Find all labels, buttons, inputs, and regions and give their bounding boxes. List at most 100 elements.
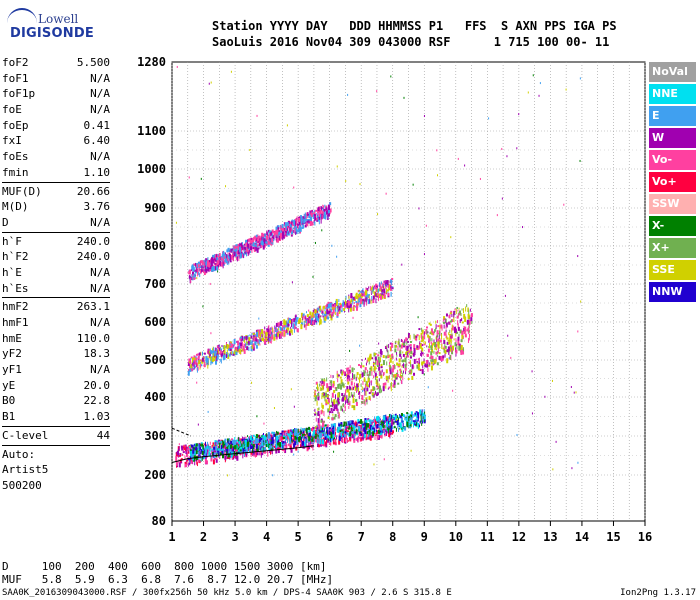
echo-point bbox=[267, 237, 269, 241]
echo-point bbox=[288, 444, 291, 447]
echo-point bbox=[227, 457, 230, 460]
echo-point bbox=[357, 290, 359, 293]
echo-point bbox=[270, 337, 273, 340]
echo-point bbox=[199, 273, 201, 278]
echo-point bbox=[268, 335, 270, 338]
echo-point bbox=[369, 424, 372, 430]
echo-point bbox=[222, 443, 225, 448]
noise-point bbox=[522, 226, 524, 229]
distance-row: D 100 200 400 600 800 1000 1500 3000 [km… bbox=[2, 560, 327, 573]
noise-point bbox=[377, 213, 379, 216]
echo-point bbox=[368, 432, 370, 438]
echo-point bbox=[306, 317, 308, 321]
echo-point bbox=[271, 232, 273, 238]
echo-point bbox=[387, 425, 389, 428]
echo-point bbox=[246, 346, 249, 351]
echo-point bbox=[326, 303, 329, 307]
echo-point bbox=[394, 344, 397, 348]
echo-point bbox=[203, 269, 205, 274]
echo-point bbox=[362, 288, 364, 291]
echo-point bbox=[283, 319, 286, 325]
echo-point bbox=[244, 447, 246, 450]
echo-point bbox=[281, 440, 283, 446]
echo-point bbox=[381, 430, 384, 434]
echo-point bbox=[409, 356, 412, 359]
echo-point bbox=[258, 235, 260, 239]
echo-point bbox=[263, 238, 266, 242]
echo-point bbox=[271, 326, 273, 331]
echo-point bbox=[311, 213, 314, 216]
echo-point bbox=[261, 445, 264, 450]
echo-point bbox=[374, 372, 377, 378]
echo-point bbox=[317, 318, 319, 323]
echo-point bbox=[468, 323, 470, 329]
parameter-panel: foF2 5.500 foF1 N/A foF1p N/A foE N/A foEp 0.41 fx… bbox=[2, 55, 110, 494]
echo-point bbox=[348, 397, 350, 403]
echo-point bbox=[265, 435, 267, 439]
echo-point bbox=[432, 342, 435, 346]
noise-point bbox=[333, 450, 335, 453]
echo-point bbox=[205, 258, 207, 261]
echo-point bbox=[232, 245, 234, 251]
echo-point bbox=[283, 430, 286, 433]
y-tick-label: 600 bbox=[144, 315, 166, 329]
echo-point bbox=[241, 341, 243, 347]
echo-point bbox=[458, 345, 461, 351]
echo-point bbox=[430, 359, 432, 362]
echo-point bbox=[326, 313, 328, 318]
echo-point bbox=[175, 460, 178, 466]
echo-point bbox=[409, 359, 411, 364]
echo-point bbox=[351, 391, 353, 396]
noise-point bbox=[401, 263, 403, 266]
echo-point bbox=[232, 439, 234, 444]
echo-point bbox=[337, 399, 339, 403]
echo-point bbox=[264, 446, 267, 451]
echo-point bbox=[326, 439, 328, 444]
y-tick-label: 300 bbox=[144, 429, 166, 443]
echo-point bbox=[191, 265, 194, 270]
echo-point bbox=[372, 286, 375, 292]
echo-point bbox=[252, 438, 254, 442]
echo-point bbox=[460, 349, 463, 355]
echo-point bbox=[257, 434, 259, 437]
echo-point bbox=[448, 350, 450, 355]
echo-point bbox=[365, 423, 368, 429]
echo-point bbox=[361, 401, 364, 404]
echo-point bbox=[305, 434, 307, 437]
echo-point bbox=[260, 329, 263, 335]
echo-point bbox=[269, 239, 271, 242]
echo-point bbox=[376, 287, 378, 293]
echo-point bbox=[190, 444, 193, 448]
echo-point bbox=[269, 233, 271, 236]
echo-point bbox=[220, 347, 222, 352]
echo-point bbox=[349, 303, 352, 307]
echo-point bbox=[389, 413, 391, 418]
echo-point bbox=[358, 396, 360, 400]
echo-point bbox=[428, 364, 431, 367]
echo-point bbox=[197, 353, 200, 356]
echo-point bbox=[362, 365, 365, 368]
echo-point bbox=[323, 212, 326, 218]
echo-point bbox=[220, 445, 222, 450]
param-key: hmF2 bbox=[2, 300, 29, 314]
echo-point bbox=[202, 445, 204, 450]
noise-point bbox=[239, 342, 241, 345]
echo-point bbox=[307, 320, 309, 326]
noise-point bbox=[579, 159, 581, 162]
echo-point bbox=[342, 424, 345, 427]
echo-point bbox=[254, 439, 257, 445]
noise-point bbox=[197, 423, 199, 426]
echo-point bbox=[453, 317, 455, 323]
echo-point bbox=[230, 350, 232, 355]
echo-point bbox=[315, 209, 318, 212]
echo-point bbox=[368, 286, 370, 289]
echo-point bbox=[217, 345, 219, 349]
echo-point bbox=[375, 376, 378, 379]
echo-point bbox=[190, 276, 193, 280]
echo-point bbox=[351, 367, 354, 373]
echo-point bbox=[340, 384, 343, 390]
echo-point bbox=[197, 446, 199, 452]
echo-point bbox=[349, 431, 352, 437]
echo-point bbox=[332, 409, 335, 412]
echo-point bbox=[280, 320, 283, 326]
